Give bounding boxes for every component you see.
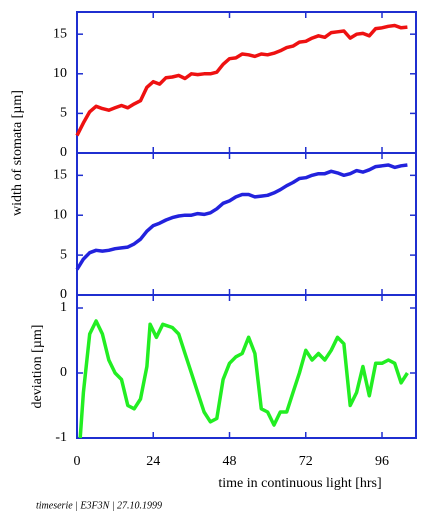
y-tick-label: 1 <box>60 300 67 315</box>
y-tick-label: 5 <box>60 247 67 262</box>
y-tick-label: 0 <box>60 287 67 302</box>
footer: timeserie | E3F3N | 27.10.1999 <box>36 500 162 511</box>
data-line <box>78 319 409 439</box>
y-tick-label: 10 <box>53 66 67 81</box>
y-tick-label: -1 <box>55 430 67 445</box>
x-tick-label: 48 <box>223 454 237 469</box>
data-line <box>75 23 408 137</box>
x-tick-label: 24 <box>146 454 160 469</box>
y-axis-label: width of stomata [µm] <box>10 90 25 216</box>
x-axis-label: time in continuous light [hrs] <box>218 476 381 491</box>
y-tick-label: 0 <box>60 365 67 380</box>
y-axis-label: deviation [µm] <box>30 325 45 409</box>
x-tick-label: 72 <box>299 454 313 469</box>
y-tick-label: 0 <box>60 145 67 160</box>
y-tick-label: 15 <box>53 26 67 41</box>
y-tick-label: 5 <box>60 106 67 121</box>
x-tick-label: 0 <box>74 454 81 469</box>
panel-frame <box>76 294 417 439</box>
y-tick-label: 15 <box>53 168 67 183</box>
y-tick-label: 10 <box>53 207 67 222</box>
data-line <box>75 163 408 271</box>
x-tick-label: 96 <box>375 454 389 469</box>
panel-frame <box>76 152 417 296</box>
